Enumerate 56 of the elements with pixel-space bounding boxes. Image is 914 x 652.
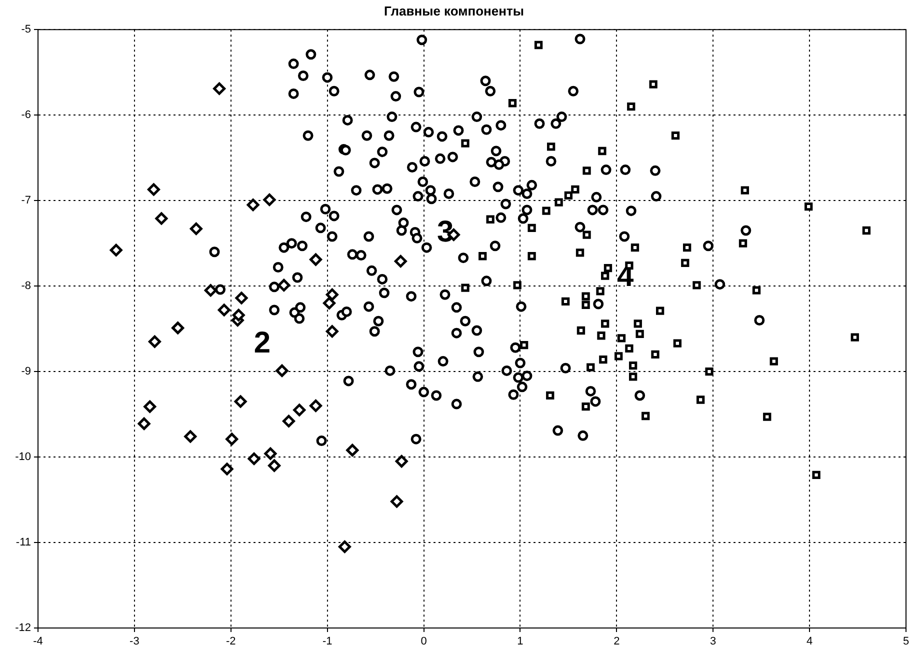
point (204, 284, 217, 297)
point (276, 364, 288, 377)
chart-title: Главные компоненты (384, 3, 524, 18)
point (213, 82, 226, 95)
x-tick-label: 4 (806, 636, 813, 648)
point (326, 325, 338, 338)
point (218, 304, 230, 316)
point (184, 430, 197, 443)
x-tick-label: 1 (517, 636, 524, 648)
x-tick-label: -3 (130, 636, 140, 648)
x-tick-label: -4 (33, 636, 43, 648)
x-tick-label: 2 (614, 636, 620, 648)
point (310, 253, 322, 266)
point (220, 462, 234, 476)
x-tick-label: -2 (226, 636, 236, 648)
point (310, 399, 322, 412)
point (138, 417, 150, 430)
series-label: 2 (254, 326, 271, 360)
point (263, 193, 276, 206)
y-tick-label: -6 (21, 109, 31, 122)
point (346, 444, 359, 456)
point (293, 404, 306, 416)
point (282, 414, 296, 428)
point (326, 288, 338, 301)
point (110, 244, 122, 256)
point (395, 455, 408, 468)
point (172, 322, 184, 334)
x-tick-label: 5 (902, 636, 910, 648)
point (323, 296, 336, 310)
y-tick-label: -12 (15, 622, 31, 634)
point (148, 335, 161, 348)
point (390, 495, 404, 508)
point (155, 212, 168, 225)
x-tick-label: 3 (710, 636, 716, 648)
point (338, 540, 351, 554)
point (394, 255, 407, 268)
y-tick-label: -9 (21, 366, 31, 378)
x-tick-label: 0 (420, 636, 427, 648)
point (264, 447, 277, 460)
point (235, 292, 248, 304)
point (147, 183, 160, 196)
point (234, 395, 247, 408)
y-tick-label: -7 (21, 194, 31, 207)
y-tick-label: -11 (16, 536, 31, 549)
point (232, 308, 245, 322)
point (278, 278, 290, 292)
point (268, 459, 281, 472)
y-tick-label: -5 (21, 24, 31, 36)
point (190, 222, 202, 236)
point (226, 432, 238, 446)
point (248, 452, 260, 465)
y-tick-label: -10 (15, 451, 31, 464)
point (246, 198, 260, 212)
point (144, 400, 156, 413)
y-tick-label: -8 (21, 280, 31, 292)
x-tick-label: -1 (322, 636, 332, 648)
